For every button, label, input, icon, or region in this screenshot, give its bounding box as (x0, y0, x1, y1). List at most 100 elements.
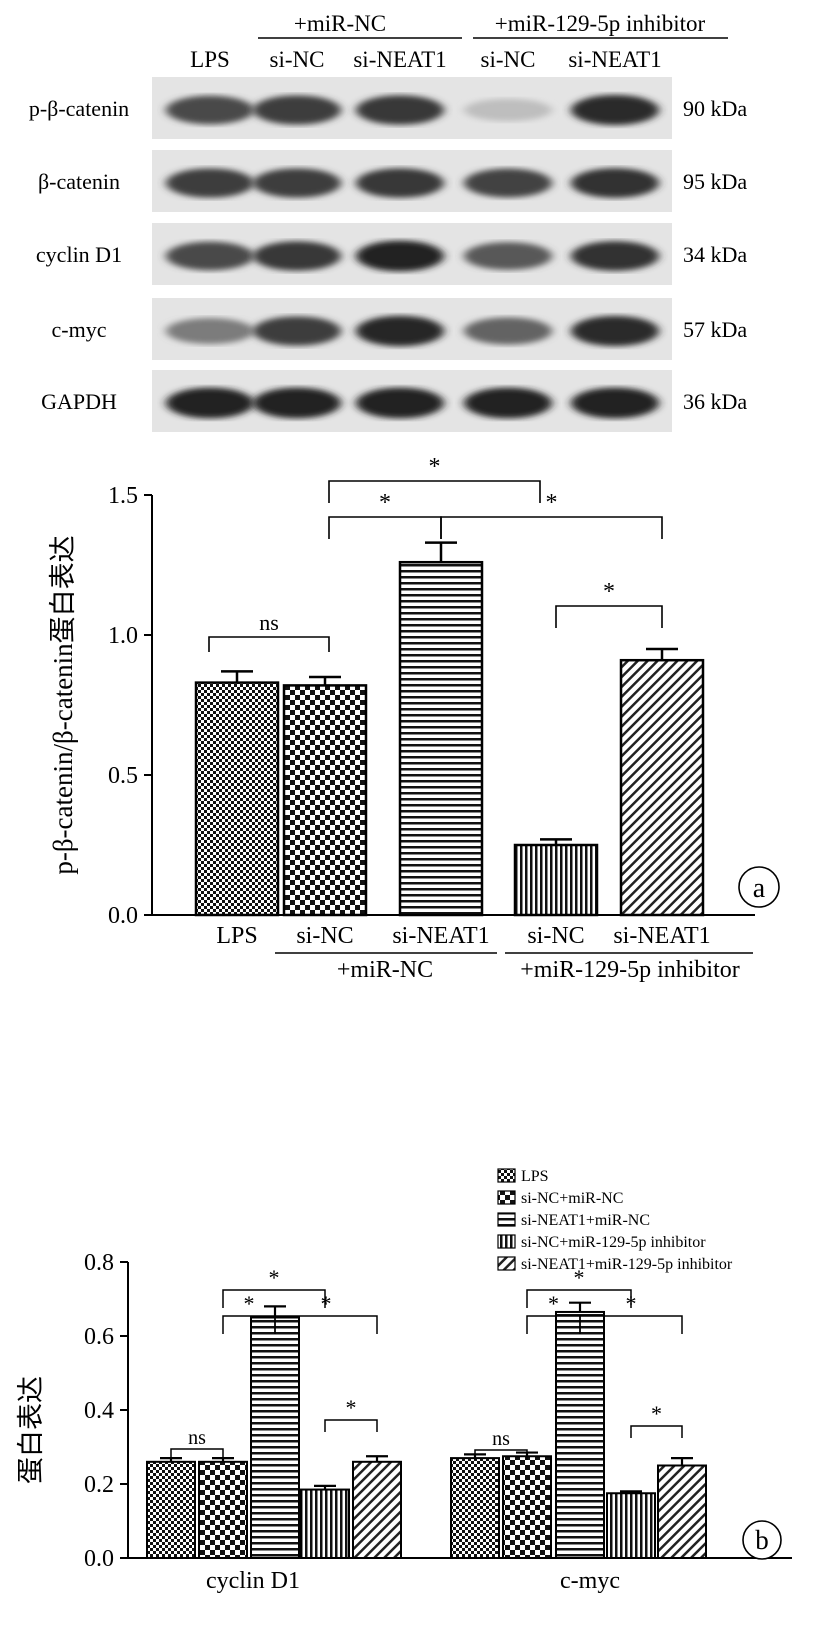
y-tick-label: 0.6 (84, 1324, 114, 1350)
significance-bracket (440, 516, 663, 539)
bar (198, 1460, 248, 1560)
blot-band (571, 387, 659, 419)
group-label: +miR-129-5p inhibitor (520, 957, 740, 983)
x-tick-label: si-NC (527, 923, 584, 949)
blot-group-label: +miR-NC (294, 11, 386, 36)
legend-label: si-NEAT1+miR-NC (521, 1212, 650, 1229)
blot-band (464, 98, 552, 122)
bar (619, 658, 705, 917)
blot-lane-label: si-NC (481, 47, 536, 72)
blot-row-label: GAPDH (41, 389, 117, 414)
panel-badge (738, 866, 780, 908)
legend-swatch (497, 1168, 516, 1183)
bar (282, 684, 368, 917)
blot-band (464, 242, 552, 270)
y-axis-label: p-β-catenin/β-catenin蛋白表达 (48, 535, 78, 874)
significance-label: * (379, 490, 391, 516)
bar (502, 1455, 552, 1559)
significance-label: * (346, 1395, 357, 1420)
significance-bracket (526, 1289, 632, 1308)
legend: LPS si-NC+miR-NC si-NEAT1+miR-NC si-NC+miR-… (497, 1168, 733, 1273)
legend-swatch (497, 1234, 516, 1249)
blot-row-size: 36 kDa (683, 389, 747, 414)
blot-band (253, 95, 341, 125)
blot-row: c-myc 57 kDa (52, 298, 747, 360)
blot-band (356, 240, 444, 272)
bar (513, 843, 599, 917)
x-tick-label: cyclin D1 (206, 1568, 300, 1594)
blot-band (356, 387, 444, 419)
blot-lane-label: LPS (190, 47, 230, 72)
y-tick-label: 0.4 (84, 1398, 114, 1424)
blot-band (253, 168, 341, 198)
blot-row: β-catenin 95 kDa (38, 150, 747, 212)
blot-row: GAPDH 36 kDa (41, 370, 747, 432)
x-tick-label: LPS (216, 923, 257, 949)
legend-swatch (497, 1190, 516, 1205)
significance-bracket (328, 480, 541, 503)
x-tick-label: si-NEAT1 (392, 923, 489, 949)
y-axis-label: 蛋白表达 (16, 1376, 46, 1484)
significance-label: * (244, 1291, 255, 1316)
blot-band (356, 95, 444, 125)
significance-bracket (555, 605, 663, 628)
significance-bracket (474, 1449, 528, 1460)
blot-band (464, 168, 552, 198)
bar (300, 1488, 350, 1560)
x-tick-label: si-NEAT1 (613, 923, 710, 949)
y-tick-label: 0.5 (108, 763, 138, 789)
bar (606, 1492, 656, 1559)
significance-label: * (429, 454, 441, 480)
significance-bracket (328, 516, 442, 539)
blot-lane-label: si-NC (270, 47, 325, 72)
blot-row: cyclin D1 34 kDa (36, 223, 747, 285)
blot-band (253, 241, 341, 271)
y-tick-label: 0.2 (84, 1472, 114, 1498)
blot-row-label: cyclin D1 (36, 242, 122, 267)
significance-bracket (274, 1315, 378, 1334)
panel-badge-label: a (753, 873, 766, 904)
bar (555, 1310, 605, 1559)
western-blot: +miR-NC +miR-129-5p inhibitor LPS si-NC si-N… (29, 11, 747, 432)
significance-label: * (548, 1291, 559, 1316)
blot-band (166, 318, 254, 344)
significance-label: ns (188, 1427, 206, 1449)
y-tick-label: 0.0 (108, 903, 138, 929)
significance-label: * (603, 579, 615, 605)
y-tick-label: 0.8 (84, 1250, 114, 1276)
significance-label: * (574, 1265, 585, 1290)
blot-band (166, 95, 254, 125)
bar (398, 560, 484, 917)
y-tick-label: 1.0 (108, 623, 138, 649)
significance-bracket (630, 1425, 683, 1438)
blot-headers: +miR-NC +miR-129-5p inhibitor LPS si-NC si-N… (190, 11, 728, 72)
blot-band (253, 316, 341, 346)
bar (250, 1316, 300, 1559)
significance-bracket (222, 1289, 326, 1308)
blot-band (571, 241, 659, 271)
significance-bracket (324, 1419, 378, 1432)
significance-bracket (170, 1448, 224, 1459)
significance-label: * (546, 490, 558, 516)
significance-label: * (651, 1401, 662, 1426)
blot-row-label: p-β-catenin (29, 96, 129, 121)
legend-label: si-NC+miR-NC (521, 1190, 623, 1207)
significance-label: * (321, 1291, 332, 1316)
legend-swatch (497, 1256, 516, 1271)
blot-lane-label: si-NEAT1 (568, 47, 661, 72)
blot-row: p-β-catenin 90 kDa (29, 77, 747, 139)
blot-band (571, 94, 659, 126)
legend-label: si-NC+miR-129-5p inhibitor (521, 1234, 706, 1251)
bar (146, 1460, 196, 1560)
bar (194, 681, 280, 917)
significance-bracket (579, 1315, 683, 1334)
blot-row-size: 90 kDa (683, 96, 747, 121)
panel-badge (742, 1520, 782, 1560)
blot-band (464, 317, 552, 345)
x-tick-label: si-NC (296, 923, 353, 949)
blot-lane-label: si-NEAT1 (353, 47, 446, 72)
blot-band (166, 241, 254, 271)
blot-band (464, 387, 552, 419)
blot-band (571, 168, 659, 198)
